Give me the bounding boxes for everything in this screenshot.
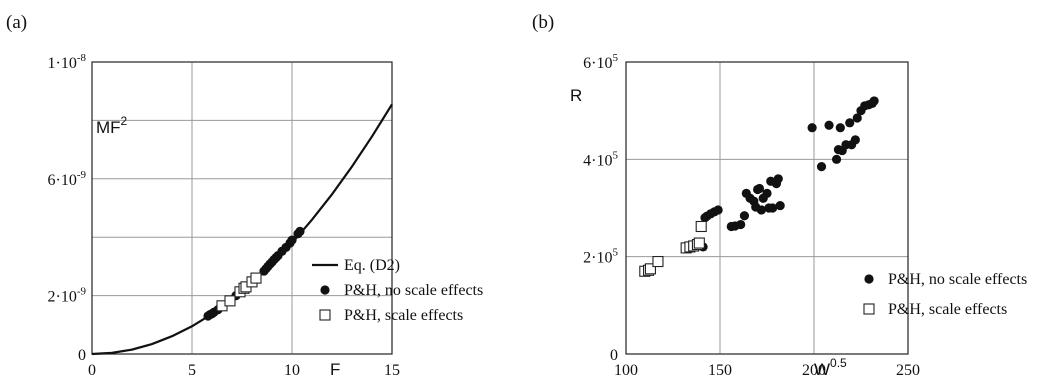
- legend-square-symbol: [319, 309, 331, 321]
- y-tick-mantissa: 6·10: [48, 172, 77, 189]
- x-axis-label: W0.5: [814, 356, 847, 379]
- legend-circle-symbol: [864, 274, 874, 284]
- data-point-filled: [754, 183, 765, 194]
- legend-label: P&H, scale effects: [344, 307, 463, 324]
- y-tick-label: 0: [610, 347, 618, 364]
- data-point-square: [693, 237, 705, 249]
- data-point-square: [695, 220, 707, 233]
- x-tick-label: 150: [708, 362, 732, 379]
- y-tick-label: 4·105: [583, 149, 618, 169]
- x-tick-label: 15: [384, 362, 400, 379]
- x-axis-label: F: [330, 360, 340, 379]
- y-tick-label: 1·10-8: [48, 52, 87, 72]
- data-point-filled: [845, 118, 855, 128]
- y-tick-exponent: 5: [613, 149, 619, 161]
- data-point-filled: [287, 235, 297, 245]
- x-tick-label: 100: [614, 362, 638, 379]
- data-point-filled: [768, 203, 778, 213]
- x-tick-label: 10: [284, 362, 300, 379]
- y-axis-label: R: [570, 86, 582, 105]
- y-tick-mantissa: 2·10: [583, 250, 612, 267]
- legend-label: P&H, no scale effects: [888, 271, 1027, 288]
- data-point-filled: [835, 123, 845, 133]
- data-point-filled: [295, 226, 305, 236]
- y-tick-exponent: -8: [77, 52, 87, 64]
- y-tick-exponent: -9: [77, 169, 87, 181]
- data-point-square: [652, 255, 664, 268]
- y-tick-mantissa: 4·10: [583, 152, 612, 169]
- y-axis-label: MF2: [96, 114, 128, 137]
- y-tick-label: 2·10-9: [48, 286, 87, 306]
- data-point-filled: [816, 162, 827, 172]
- panel-label: (a): [6, 12, 27, 33]
- x-axis-label-sup: 0.5: [830, 356, 847, 370]
- legend-square-symbol: [863, 303, 875, 315]
- y-tick-mantissa: 0: [610, 347, 618, 364]
- y-tick-exponent: 5: [613, 247, 619, 259]
- data-point-filled: [869, 96, 879, 106]
- data-point-square: [224, 295, 236, 307]
- legend-label: P&H, no scale effects: [344, 282, 483, 299]
- data-point-filled: [850, 135, 860, 145]
- y-tick-mantissa: 6·10: [583, 55, 612, 72]
- chart-panel-b: (b)100 150 200 25002·1054·1056·105RW0.5P&H,…: [532, 12, 1027, 379]
- y-tick-mantissa: 0: [78, 347, 86, 364]
- y-axis-label-text: MF: [96, 118, 121, 137]
- data-point-filled: [713, 205, 723, 215]
- x-tick-label: 5: [188, 362, 196, 379]
- y-tick-mantissa: 1·10: [48, 55, 77, 72]
- data-point-filled: [762, 188, 772, 198]
- y-tick-exponent: 5: [613, 52, 619, 64]
- x-axis-label-text: F: [330, 360, 340, 379]
- y-tick-label: 6·105: [583, 52, 618, 72]
- data-point-square: [250, 272, 262, 284]
- data-point-filled: [736, 219, 746, 230]
- data-point-filled: [807, 123, 817, 133]
- data-point-filled: [852, 113, 862, 123]
- data-point-filled: [831, 154, 842, 164]
- x-tick-label: 200: [802, 362, 826, 379]
- y-tick-label: 0: [78, 347, 86, 364]
- legend-label: Eq. (D2): [344, 257, 400, 274]
- plot-frame: [91, 61, 393, 355]
- data-point-filled: [739, 211, 750, 221]
- legend-circle-symbol: [320, 285, 330, 295]
- legend-label: P&H, scale effects: [888, 301, 1007, 318]
- x-tick-label: 250: [896, 362, 920, 379]
- data-point-filled: [756, 205, 766, 215]
- y-tick-label: 2·105: [583, 247, 618, 267]
- plot-frame: [625, 61, 909, 355]
- y-tick-exponent: -9: [77, 286, 87, 298]
- y-tick-mantissa: 2·10: [48, 289, 77, 306]
- panel-label: (b): [532, 12, 554, 33]
- y-axis-label-text: R: [570, 86, 582, 105]
- legend: Eq. (D2) P&H, no scale effects P&H, scale …: [312, 257, 483, 324]
- data-point-square: [644, 263, 656, 275]
- x-tick-label: 0: [88, 362, 96, 379]
- data-point-filled: [773, 174, 783, 184]
- data-point-filled: [775, 200, 785, 211]
- y-tick-label: 6·10-9: [48, 169, 87, 189]
- y-axis-label-sup: 2: [121, 114, 128, 128]
- x-axis-label-text: W: [814, 360, 830, 379]
- data-point-filled: [824, 120, 834, 130]
- legend: P&H, no scale effects P&H, scale effects: [863, 271, 1027, 318]
